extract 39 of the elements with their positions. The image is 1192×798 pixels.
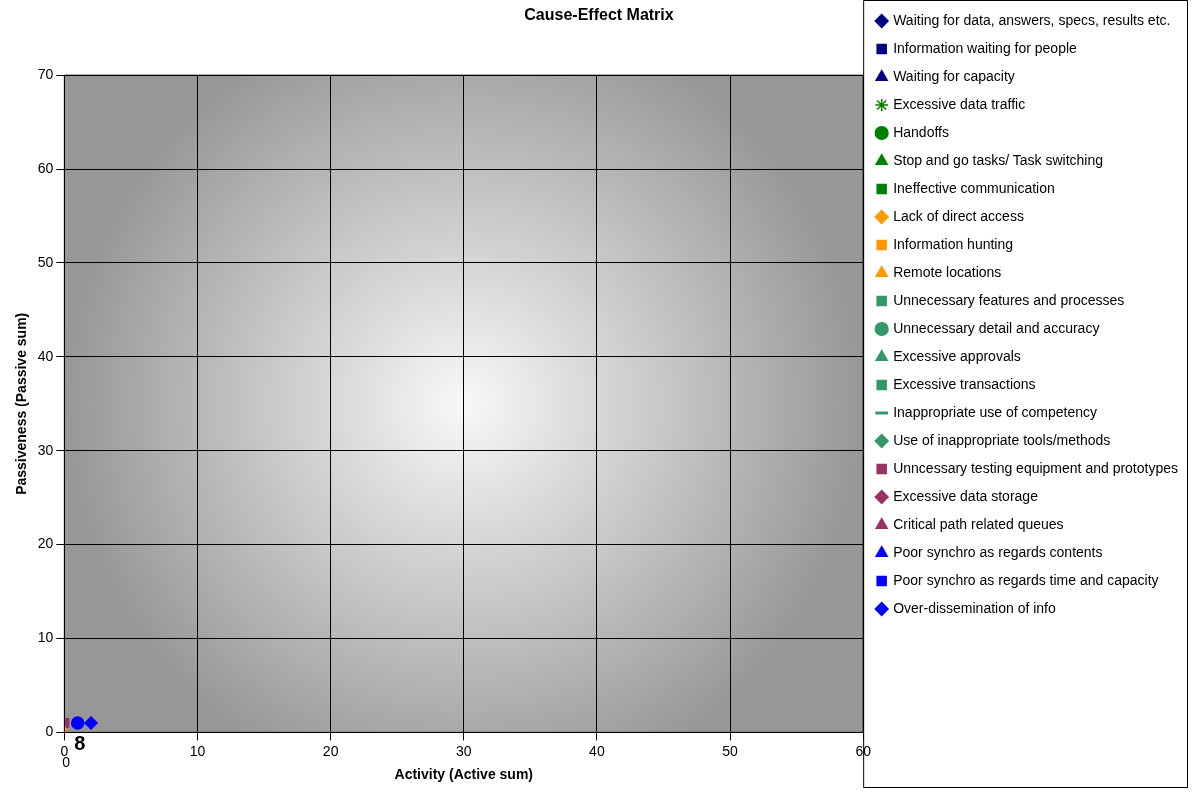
legend-label: Excessive approvals: [893, 347, 1021, 364]
legend-label: Unncessary testing equipment and prototypes: [893, 459, 1179, 476]
y-tick-label: 50: [37, 253, 54, 270]
legend-label: Use of inappropriate tools/methods: [893, 431, 1111, 448]
legend-label: Unnecessary detail and accuracy: [893, 319, 1100, 336]
y-tick-label: 40: [37, 347, 54, 364]
legend-label: Inappropriate use of competency: [893, 403, 1098, 420]
legend-label: Critical path related queues: [893, 515, 1064, 532]
legend-label: Remote locations: [893, 263, 1002, 280]
y-tick-label: 0: [45, 723, 54, 740]
legend-label: Waiting for data, answers, specs, results etc.: [893, 11, 1171, 28]
x-tick-label: 30: [455, 742, 472, 759]
y-tick-label: 30: [37, 441, 54, 458]
legend-label: Poor synchro as regards time and capacity: [893, 571, 1159, 588]
y-tick-label: 70: [37, 66, 54, 83]
legend-label: Lack of direct access: [893, 207, 1024, 224]
annotation: 8: [74, 731, 86, 754]
x-axis-title: Activity (Active sum): [394, 766, 534, 783]
y-tick-label: 10: [37, 629, 54, 646]
legend-label: Over-dissemination of info: [893, 599, 1057, 616]
x-tick-label: 50: [722, 742, 739, 759]
legend-label: Handoffs: [893, 123, 949, 140]
legend-label: Unnecessary features and processes: [893, 291, 1125, 308]
y-tick-label: 20: [37, 535, 54, 552]
chart-title: Cause-Effect Matrix: [524, 6, 674, 24]
legend-label: Poor synchro as regards contents: [893, 543, 1103, 560]
x-tick-label: 10: [189, 742, 206, 759]
legend-label: Information waiting for people: [893, 39, 1078, 56]
legend-label: Stop and go tasks/ Task switching: [893, 151, 1104, 168]
legend-label: Information hunting: [893, 235, 1014, 252]
legend-label: Excessive data traffic: [893, 95, 1026, 112]
y-axis-title: Passiveness (Passive sum): [13, 312, 30, 495]
x-tick-label: 20: [322, 742, 339, 759]
legend-label: Excessive data storage: [893, 487, 1039, 504]
x-tick-label: 40: [589, 742, 605, 759]
legend-label: Excessive transactions: [893, 375, 1036, 392]
legend-label: Waiting for capacity: [893, 67, 1015, 84]
legend-label: Ineffective communication: [893, 179, 1055, 196]
y-tick-label: 60: [37, 159, 54, 176]
